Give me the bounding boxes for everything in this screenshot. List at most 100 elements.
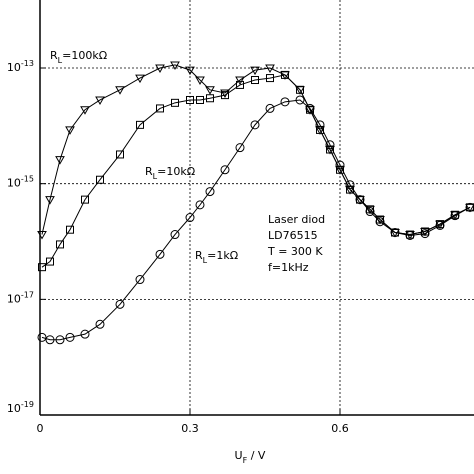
y-tick-exponent: -19 [21,400,34,409]
marker [235,76,245,86]
marker [450,211,460,221]
marker [95,319,105,329]
marker [155,249,165,259]
marker [96,175,104,184]
marker [281,70,289,79]
marker [420,229,430,239]
series-label-main: R [145,165,153,178]
y-tick-exponent: -15 [21,174,34,183]
y-tick-base: 10 [7,177,21,190]
series-label-main: R [50,49,58,62]
marker [236,80,244,89]
marker [251,76,259,85]
marker [250,66,260,76]
marker [295,95,305,105]
x-label-main: U [235,449,243,462]
series-label: RL=1kΩ [195,249,238,265]
series-line [41,99,471,341]
marker [65,126,75,135]
marker [305,103,315,113]
marker [250,120,260,130]
y-tick-label: 10-17 [7,290,34,306]
marker [186,95,194,104]
marker [170,230,180,240]
marker [81,195,89,204]
annotation: T = 300 K [267,245,323,258]
marker [235,143,245,153]
annotation: LD76515 [268,229,318,242]
marker [390,228,400,238]
marker [156,104,164,113]
marker [435,220,445,230]
series-label-main: R [195,249,203,262]
marker [196,95,204,104]
marker [80,106,90,115]
marker [326,145,334,154]
marker [45,196,55,205]
y-tick-label: 10-13 [7,59,34,75]
x-tick-label: 0 [37,422,44,435]
marker [116,150,124,159]
marker [195,76,205,86]
y-tick-label: 10-15 [7,174,34,190]
marker [170,61,180,70]
annotation: Laser diod [268,213,325,226]
series-label: RL=10kΩ [145,165,195,181]
marker [115,299,125,309]
marker [315,120,325,130]
marker [316,125,324,134]
marker [80,329,90,339]
annotation: f=1kHz [268,261,309,274]
y-tick-base: 10 [7,292,21,305]
marker [221,91,229,100]
series-label-suffix: =100kΩ [62,49,107,62]
marker [155,64,165,74]
marker [305,106,315,115]
marker [345,180,355,190]
marker [46,257,54,266]
marker [185,66,195,76]
y-tick-exponent: -17 [21,290,34,299]
series-label: RL=100kΩ [50,49,107,65]
marker [205,187,215,197]
x-label-sub: F [243,456,248,465]
marker [195,200,205,210]
marker [185,213,195,223]
x-axis-label: UF / V [235,449,266,465]
marker [37,231,47,240]
marker [336,165,344,174]
marker [265,103,275,113]
marker [55,335,65,345]
y-tick-base: 10 [7,402,21,415]
series-label-sub: L [153,172,158,181]
x-tick-label: 0.3 [181,422,199,435]
marker [280,97,290,107]
marker [405,231,415,241]
y-tick-exponent: -13 [21,59,34,68]
marker [38,263,46,272]
marker [45,335,55,345]
series-label-sub: L [203,256,208,265]
x-label-suffix: / V [247,449,266,462]
marker [55,156,65,165]
marker [325,140,335,150]
marker [355,195,365,205]
marker [465,202,474,212]
series-label-suffix: =1kΩ [207,249,238,262]
marker [375,217,385,227]
marker [365,207,375,217]
y-tick-label: 10-19 [7,400,34,416]
marker [345,186,355,195]
marker [335,160,345,170]
y-tick-base: 10 [7,61,21,74]
marker [295,86,305,95]
marker [65,332,75,342]
marker [171,98,179,107]
marker [66,225,74,234]
marker [95,96,105,105]
marker [135,275,145,285]
series-label-sub: L [58,56,63,65]
marker [135,74,145,84]
